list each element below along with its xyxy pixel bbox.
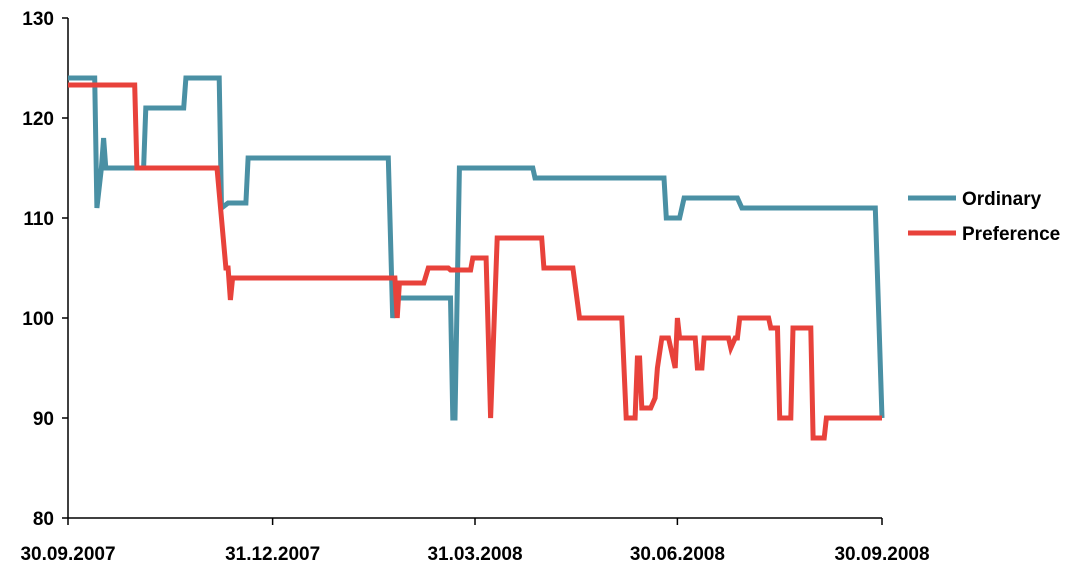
y-tick-label: 120 bbox=[22, 109, 54, 130]
legend-label-preference: Preference bbox=[962, 224, 1060, 245]
series-lines bbox=[68, 75, 885, 441]
x-tick-label: 31.03.2008 bbox=[427, 544, 522, 564]
axes: 80 90 100 110 120 130 30.09.2007 31.12.2007 31.0… bbox=[20, 9, 929, 564]
y-tick-label: 130 bbox=[22, 9, 54, 30]
y-tick-label: 80 bbox=[33, 509, 54, 530]
series-line-preference bbox=[68, 82, 882, 441]
y-tick-label: 90 bbox=[33, 409, 54, 430]
x-tick-label: 30.09.2007 bbox=[20, 544, 115, 564]
series-line-ordinary bbox=[68, 75, 885, 421]
legend-label-ordinary: Ordinary bbox=[962, 189, 1042, 210]
x-tick-label: 30.06.2008 bbox=[630, 544, 725, 564]
y-tick-label: 110 bbox=[23, 209, 54, 230]
x-tick-label: 30.09.2008 bbox=[834, 544, 929, 564]
y-tick-label: 100 bbox=[22, 309, 54, 330]
legend: Ordinary Preference bbox=[908, 189, 1060, 245]
x-tick-label: 31.12.2007 bbox=[225, 544, 320, 564]
